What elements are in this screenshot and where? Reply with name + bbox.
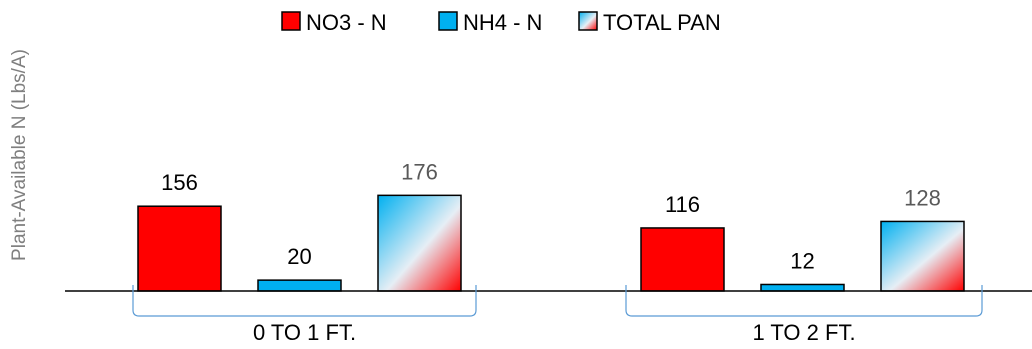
- value-label-no3-n-1-to-2-ft: 116: [665, 192, 700, 217]
- value-label-total-pan-0-to-1-ft: 176: [401, 159, 438, 184]
- category-label-1-to-2-ft: 1 TO 2 FT.: [752, 320, 855, 344]
- bar-no3-n-1-to-2-ft: [640, 227, 725, 292]
- legend-swatch-no3-n: [281, 11, 301, 31]
- value-label-nh4-n-1-to-2-ft: 12: [790, 248, 814, 273]
- value-label-total-pan-1-to-2-ft: 128: [904, 185, 941, 210]
- bar-total-pan-1-to-2-ft: [880, 220, 965, 292]
- category-bracket-1-to-2-ft: [625, 285, 983, 317]
- y-axis-label: Plant-Available N (Lbs/A): [9, 49, 30, 261]
- category-brackets: [132, 285, 983, 317]
- legend-swatch-total-pan: [578, 11, 598, 31]
- bars: [137, 194, 965, 292]
- category-bracket-0-to-1-ft: [132, 285, 477, 317]
- bar-nh4-n-1-to-2-ft: [760, 283, 845, 292]
- legend-label-nh4-n: NH4 - N: [463, 10, 542, 35]
- bar-nh4-n-0-to-1-ft: [257, 279, 342, 292]
- value-labels: 156 20 176 116 12 128: [161, 159, 941, 273]
- legend: NO3 - N NH4 - N TOTAL PAN: [281, 10, 721, 35]
- legend-swatch-nh4-n: [438, 11, 458, 31]
- bar-no3-n-0-to-1-ft: [137, 205, 222, 292]
- category-label-0-to-1-ft: 0 TO 1 FT.: [253, 320, 356, 344]
- legend-label-no3-n: NO3 - N: [306, 10, 387, 35]
- category-labels: 0 TO 1 FT. 1 TO 2 FT.: [253, 320, 856, 345]
- legend-label-total-pan: TOTAL PAN: [603, 10, 721, 35]
- bar-total-pan-0-to-1-ft: [377, 194, 462, 292]
- value-label-no3-n-0-to-1-ft: 156: [161, 170, 198, 195]
- value-label-nh4-n-0-to-1-ft: 20: [287, 244, 311, 269]
